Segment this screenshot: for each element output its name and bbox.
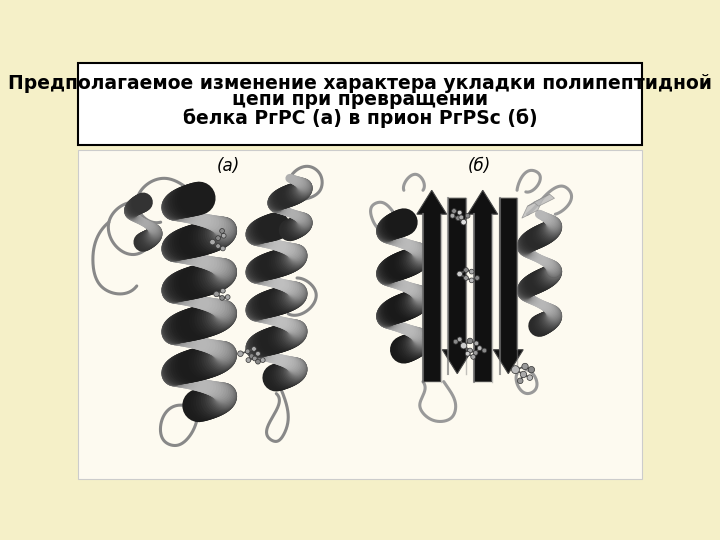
Circle shape (246, 357, 251, 362)
Circle shape (461, 342, 467, 349)
Text: Предполагаемое изменение характера укладки полипептидной: Предполагаемое изменение характера уклад… (8, 73, 712, 92)
Polygon shape (442, 198, 472, 374)
Circle shape (522, 363, 528, 370)
Circle shape (461, 219, 467, 225)
Circle shape (477, 346, 482, 350)
Circle shape (456, 216, 461, 220)
Circle shape (465, 352, 470, 356)
Circle shape (465, 213, 470, 218)
Text: (б): (б) (468, 157, 491, 176)
Circle shape (216, 244, 220, 248)
Circle shape (454, 339, 458, 344)
Circle shape (221, 233, 226, 238)
Circle shape (518, 378, 523, 383)
Polygon shape (528, 194, 550, 206)
Circle shape (471, 354, 476, 359)
Circle shape (467, 348, 472, 353)
Circle shape (464, 268, 469, 272)
Circle shape (474, 341, 479, 346)
Circle shape (469, 269, 474, 274)
Text: (а): (а) (217, 157, 240, 176)
Polygon shape (417, 190, 446, 382)
Circle shape (238, 351, 243, 356)
Text: цепи при превращении: цепи при превращении (232, 90, 488, 109)
Circle shape (521, 371, 526, 377)
Circle shape (450, 213, 455, 218)
Circle shape (249, 354, 254, 359)
Circle shape (457, 337, 462, 342)
Circle shape (469, 278, 474, 283)
Circle shape (459, 215, 464, 220)
Polygon shape (534, 194, 554, 206)
Circle shape (246, 349, 250, 354)
Circle shape (464, 275, 469, 280)
Circle shape (457, 210, 462, 215)
Circle shape (482, 348, 487, 353)
Bar (78, 150, 642, 479)
Circle shape (256, 359, 261, 364)
Circle shape (251, 347, 256, 352)
Circle shape (261, 357, 265, 362)
Circle shape (210, 239, 215, 245)
Circle shape (253, 356, 257, 361)
Circle shape (451, 208, 456, 213)
Polygon shape (493, 198, 523, 374)
Bar (78, 63, 642, 145)
Circle shape (527, 375, 533, 380)
Circle shape (256, 352, 261, 356)
Circle shape (473, 350, 478, 355)
Circle shape (216, 236, 220, 240)
Circle shape (474, 275, 480, 280)
Circle shape (511, 366, 519, 374)
Circle shape (220, 288, 225, 293)
Text: белка РгРC (а) в прион РгРSc (б): белка РгРC (а) в прион РгРSc (б) (183, 109, 537, 128)
Circle shape (220, 228, 225, 233)
Polygon shape (522, 198, 544, 218)
Circle shape (225, 295, 230, 300)
Circle shape (220, 295, 225, 300)
Circle shape (467, 338, 473, 344)
Polygon shape (468, 190, 498, 382)
Circle shape (457, 271, 462, 277)
Circle shape (214, 291, 220, 296)
Circle shape (528, 367, 534, 373)
Circle shape (220, 246, 225, 251)
